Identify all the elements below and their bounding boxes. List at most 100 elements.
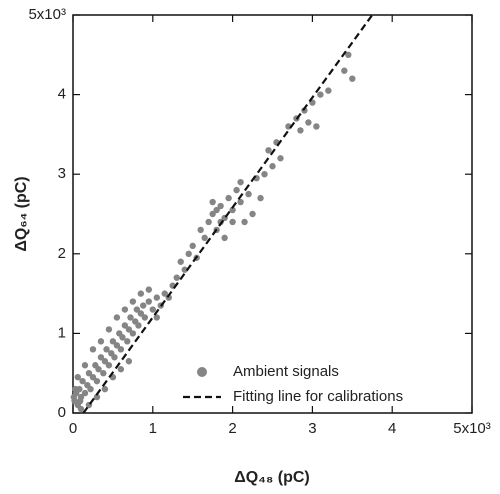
point (229, 206, 236, 214)
point (217, 202, 224, 210)
point (229, 218, 236, 226)
point (97, 354, 105, 361)
point (111, 354, 118, 361)
y-tick-label: 5x10³ (28, 6, 66, 23)
point (89, 373, 97, 381)
point (137, 290, 145, 297)
point (140, 302, 147, 309)
point (209, 198, 216, 206)
legend-label: Ambient signals (233, 363, 339, 380)
point (129, 330, 137, 337)
point (209, 210, 216, 218)
point (105, 326, 113, 333)
point (125, 326, 133, 333)
y-tick-label: 1 (58, 324, 66, 341)
point (349, 75, 356, 82)
y-axis-label: ΔQ₆₄ (pC) (13, 176, 30, 251)
fit-line (82, 14, 374, 414)
point (81, 389, 89, 397)
point (185, 250, 192, 257)
point (101, 385, 109, 393)
x-tick-label: 2 (228, 420, 236, 437)
point (173, 274, 180, 281)
point (233, 186, 240, 194)
x-tick-label: 4 (388, 420, 396, 437)
point (81, 362, 89, 369)
point (153, 314, 160, 321)
point (89, 346, 97, 353)
point (133, 306, 141, 313)
y-tick-label: 4 (58, 86, 66, 103)
point (103, 346, 110, 353)
point (87, 385, 94, 393)
point (124, 338, 131, 345)
point (313, 123, 320, 130)
point (93, 393, 101, 401)
point (161, 290, 168, 297)
point (261, 171, 268, 178)
y-tick-label: 0 (58, 404, 66, 421)
point (79, 377, 86, 385)
x-axis-label: ΔQ₄₈ (pC) (234, 469, 310, 486)
point (245, 190, 252, 198)
point (181, 266, 188, 273)
point (127, 314, 134, 321)
point (119, 334, 126, 341)
point (125, 358, 133, 365)
point (305, 119, 312, 126)
point (85, 370, 93, 377)
point (74, 373, 81, 381)
point (76, 397, 84, 405)
x-tick-label: 5x10³ (453, 420, 491, 437)
point (317, 91, 324, 98)
point (101, 358, 109, 365)
y-tick-label: 2 (58, 245, 66, 262)
point (197, 226, 204, 234)
legend-label: Fitting line for calibrations (233, 388, 403, 405)
point (77, 405, 85, 413)
plot-frame (72, 14, 473, 414)
y-tick-label: 3 (58, 165, 66, 182)
point (121, 322, 129, 329)
point (241, 218, 248, 226)
point (105, 362, 113, 369)
point (141, 314, 149, 321)
point (201, 234, 208, 242)
point (97, 338, 105, 345)
point (205, 218, 212, 226)
point (117, 366, 125, 373)
point (137, 310, 145, 317)
point (145, 286, 153, 293)
point (113, 314, 121, 321)
point (237, 198, 244, 206)
point (237, 178, 244, 186)
point (297, 127, 304, 134)
point (95, 366, 102, 373)
x-tick-label: 3 (308, 420, 316, 437)
point (341, 67, 348, 74)
point (269, 163, 276, 170)
point (93, 377, 101, 385)
point (153, 294, 160, 301)
point (117, 346, 125, 353)
point (257, 194, 264, 202)
point (189, 242, 196, 250)
x-tick-label: 0 (69, 420, 77, 437)
point (325, 87, 332, 94)
point (149, 306, 156, 313)
point (121, 306, 129, 313)
point (72, 385, 79, 393)
point (177, 258, 184, 265)
point (109, 338, 117, 345)
point (70, 393, 77, 401)
point (225, 194, 232, 202)
x-tick-label: 1 (149, 420, 157, 437)
point (145, 298, 153, 305)
point (135, 322, 142, 329)
point (249, 210, 256, 218)
point (277, 155, 284, 162)
point (213, 206, 220, 214)
legend-marker (197, 367, 207, 377)
point (345, 51, 352, 58)
